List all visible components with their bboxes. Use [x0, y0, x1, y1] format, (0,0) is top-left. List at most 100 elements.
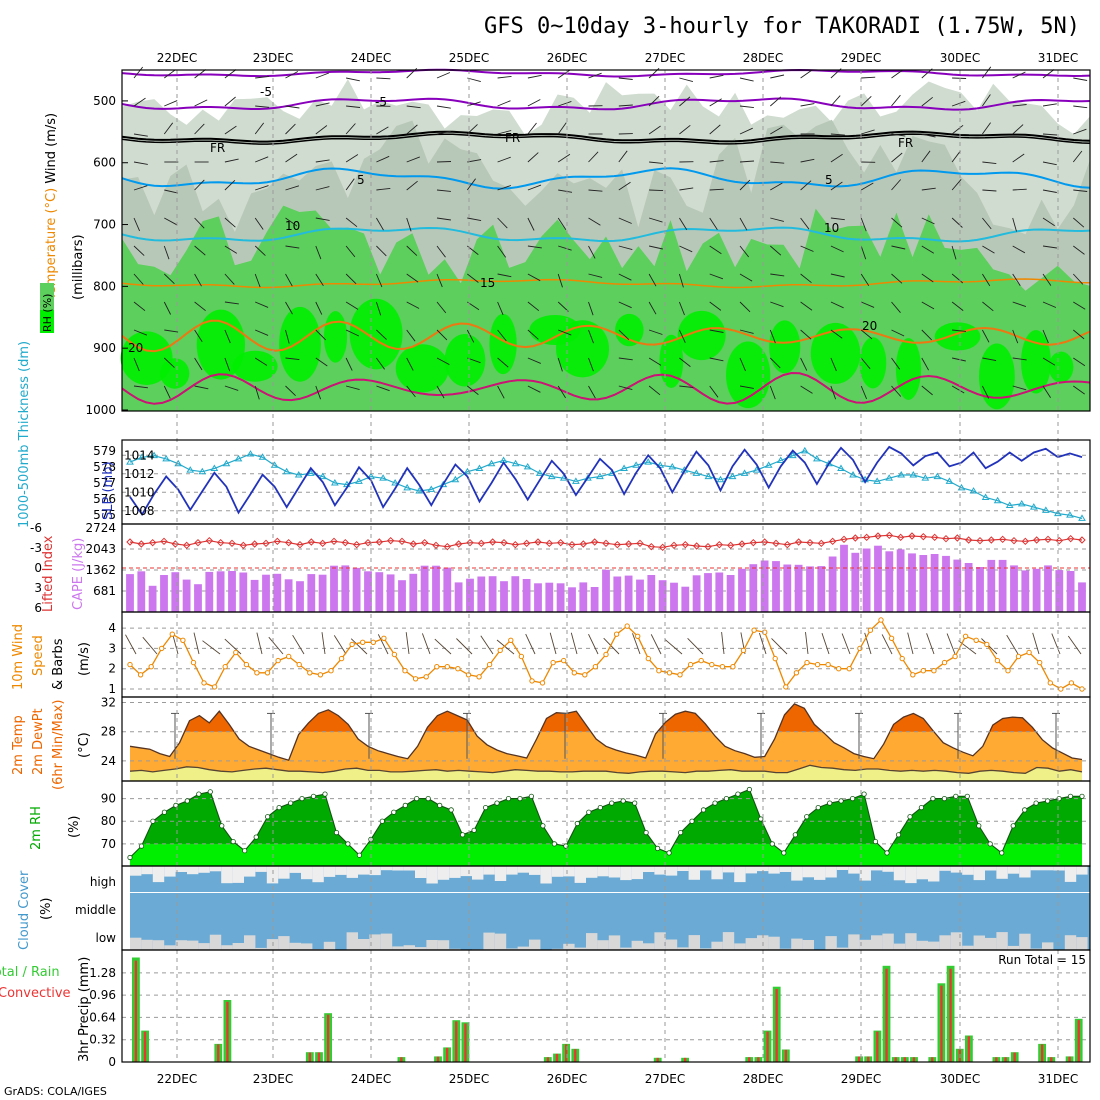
upper-wind-barb [285, 385, 296, 397]
upper-wind-barb [952, 357, 966, 362]
upper-wind-barb [769, 385, 776, 400]
convective-bar [656, 1057, 659, 1062]
rh2m-marker [242, 848, 248, 854]
li-marker [624, 540, 633, 548]
contour-label: 20 [128, 341, 143, 355]
upper-wind-barb [588, 357, 594, 372]
cloud-high-gap [745, 866, 757, 874]
upper-wind-barb [315, 186, 330, 191]
li-marker [726, 541, 735, 550]
upper-wind-barb [164, 69, 176, 79]
upper-wind-barb [739, 127, 753, 135]
cape-bar [726, 575, 735, 612]
upper-wind-barb [285, 123, 296, 135]
wind-speed-marker [264, 670, 271, 676]
upper-wind-barb [497, 156, 511, 163]
rh2m-marker [712, 800, 718, 806]
convective-bar [436, 1056, 440, 1062]
li-marker [284, 538, 293, 547]
cape-bar [137, 571, 146, 612]
temp-contour-freezing-2 [121, 133, 1091, 145]
temp-area [130, 703, 1082, 781]
wind-speed-marker [222, 664, 228, 670]
thickness-marker [825, 459, 833, 467]
upper-wind-barb [527, 301, 540, 312]
upper-wind-barb [982, 66, 992, 79]
precip-tick: 0.32 [89, 1033, 116, 1047]
rh2m-marker [677, 829, 684, 836]
date-label-top: 25DEC [449, 51, 489, 65]
convective-bar [143, 1031, 147, 1062]
upper-wind-barb [891, 329, 905, 337]
rh2m-marker [861, 791, 867, 797]
upper-wind-barb [1012, 273, 1021, 286]
upper-wind-barb [315, 245, 322, 260]
convective-bar [546, 1057, 549, 1062]
rh2m-marker [540, 823, 546, 829]
thickness-marker [921, 474, 930, 481]
upper-wind-barb [558, 329, 572, 336]
rh2m-marker [528, 793, 535, 799]
cape-bar [250, 579, 259, 612]
upper-wind-barb [860, 182, 874, 191]
upper-wind-barb [527, 245, 542, 249]
cape-bar [1066, 571, 1075, 612]
cape-bar [194, 584, 202, 612]
upper-wind-barb [557, 122, 567, 135]
temp-ylabel-unit: (°C) [77, 732, 92, 758]
cloud-high-gap [631, 866, 643, 880]
upper-wind-barb [588, 329, 594, 344]
upper-wind-barb [376, 245, 387, 257]
wind-speed-marker [486, 661, 493, 668]
wind-speed-marker [698, 657, 704, 664]
wind-speed-marker [1037, 659, 1043, 666]
rh2m-marker [127, 854, 133, 861]
cloud-high-gap [814, 866, 826, 880]
surface-wind-barb [1051, 633, 1061, 655]
cloud-high-gap [472, 866, 484, 880]
upper-wind-barb [830, 385, 837, 400]
cape-bar [500, 581, 508, 612]
thickness-marker [294, 470, 303, 478]
cloud-high-gap [688, 866, 700, 880]
pressure-tick: 1000 [85, 403, 116, 417]
cloud-low-bar [494, 933, 507, 950]
cape-bar [398, 580, 406, 612]
li-marker [545, 539, 554, 548]
upper-wind-barb [618, 104, 633, 107]
thickness-marker [126, 458, 134, 465]
upper-wind-barb [921, 133, 936, 138]
cloud-level-label: high [90, 875, 116, 889]
thickness-marker [885, 474, 894, 481]
cloud-low-bar [1076, 937, 1088, 950]
upper-wind-barb [951, 385, 965, 394]
upper-wind-barb [739, 217, 748, 231]
convective-bar [1068, 1056, 1071, 1062]
cloud-high-gap [403, 866, 415, 871]
convective-bar [217, 1044, 220, 1062]
cloud-high-gap [255, 866, 267, 872]
rh2m-marker [654, 845, 661, 852]
li-marker [216, 538, 225, 547]
date-label-bottom: 25DEC [449, 1072, 489, 1086]
upper-wind-barb [649, 245, 663, 250]
wind-speed-marker [349, 641, 355, 648]
upper-wind-barb [436, 245, 446, 258]
wind-speed-marker [423, 674, 429, 680]
upper-wind-barb [194, 357, 203, 371]
rh2m-marker [735, 791, 741, 797]
upper-wind-barb [558, 189, 573, 193]
cloud-high-gap [358, 866, 370, 875]
li-marker [828, 537, 837, 546]
cloud-high-gap [779, 866, 792, 872]
upper-wind-barb [163, 357, 175, 368]
cape-bar [942, 555, 950, 612]
li-marker [806, 538, 814, 547]
li-marker [896, 533, 905, 542]
upper-wind-barb [557, 69, 571, 79]
wind-speed-marker [476, 674, 482, 680]
cloud-high-gap [301, 866, 313, 880]
cape-bar [556, 583, 565, 612]
rh2m-tick: 90 [101, 792, 116, 806]
wind-speed-marker [434, 664, 440, 670]
